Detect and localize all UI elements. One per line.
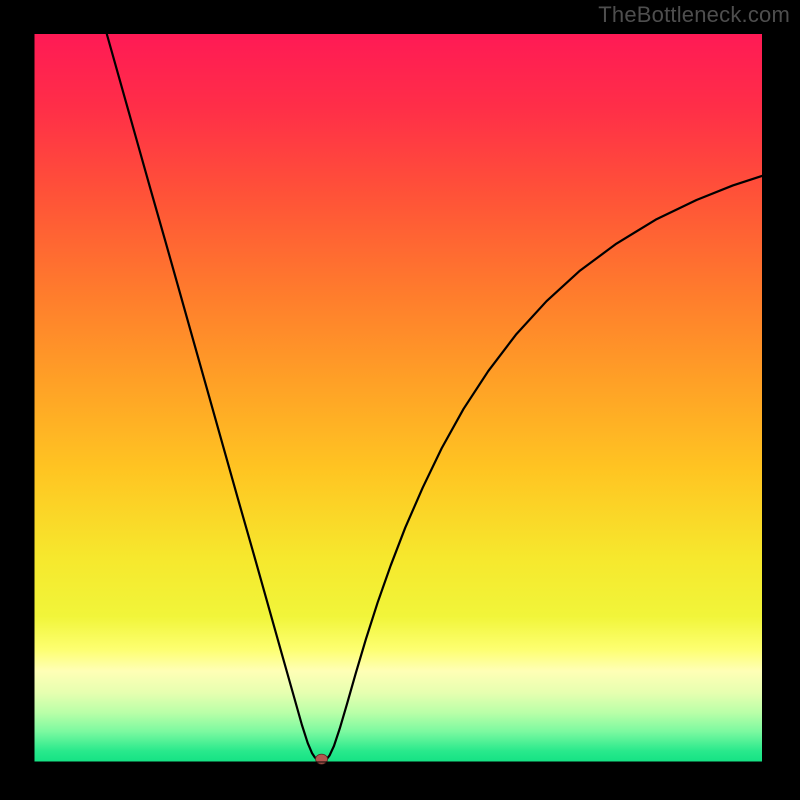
bottleneck-chart <box>0 0 800 800</box>
chart-container: TheBottleneck.com <box>0 0 800 800</box>
optimal-point-marker <box>316 754 328 764</box>
plot-background <box>34 34 762 762</box>
watermark-text: TheBottleneck.com <box>598 2 790 28</box>
